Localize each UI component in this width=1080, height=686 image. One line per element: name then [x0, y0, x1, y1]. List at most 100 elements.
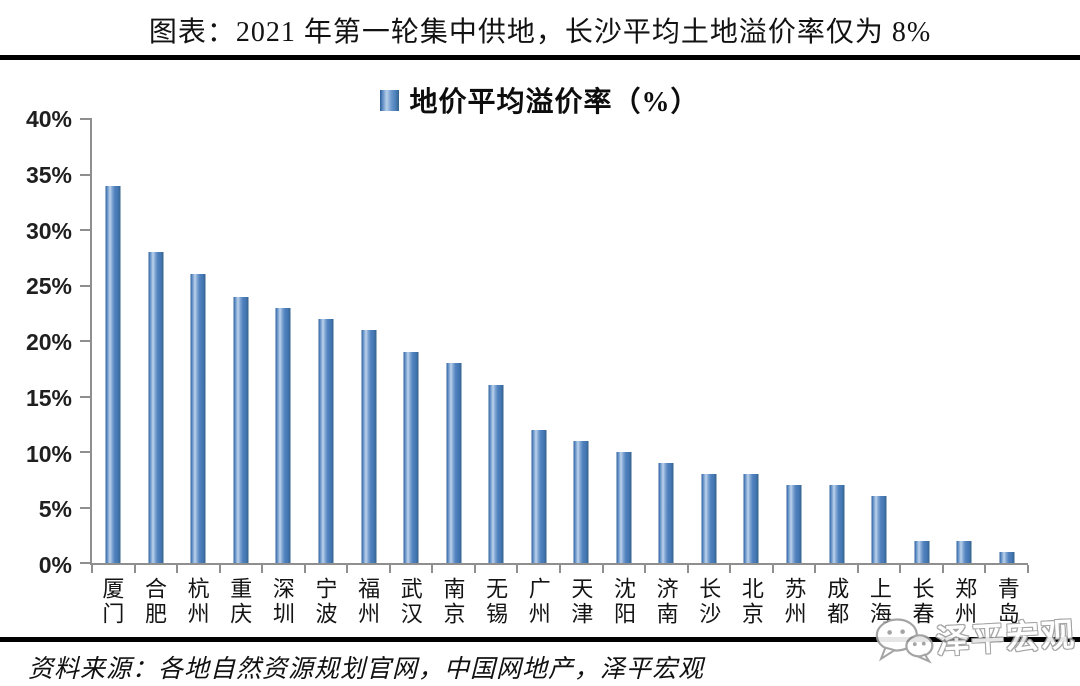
x-label-cell: 长春: [900, 577, 943, 635]
plot-area: [80, 118, 1029, 573]
bar-cell: [177, 119, 220, 563]
bar-cell: [432, 119, 475, 563]
city-label: 杭州: [184, 577, 210, 627]
x-label-cell: 沈阳: [602, 577, 645, 635]
x-label-cell: 上海: [858, 577, 901, 635]
city-label: 天津: [568, 577, 594, 627]
bar-cell: [815, 119, 858, 563]
x-tick-mark: [176, 565, 179, 573]
legend-label: 地价平均溢价率（%）: [409, 87, 700, 118]
bar-cell: [688, 119, 731, 563]
bar-cell: [347, 119, 390, 563]
x-label-cell: 深圳: [261, 577, 304, 635]
x-label-cell: 重庆: [218, 577, 261, 635]
bar-cell: [305, 119, 348, 563]
city-label: 南京: [440, 577, 466, 627]
city-label: 广州: [525, 577, 551, 627]
bar: [531, 429, 547, 563]
y-tick-mark: [80, 506, 92, 509]
y-tick-label: 35%: [25, 161, 72, 188]
x-tick-mark: [261, 565, 264, 573]
x-label-cell: 武汉: [388, 577, 431, 635]
x-label-cell: 北京: [730, 577, 773, 635]
watermark: 泽平宏观: [871, 607, 1077, 668]
x-tick-mark: [686, 565, 689, 573]
x-axis-labels: 厦门 合肥 杭州 重庆 深圳 宁波 福州 武汉 南京 无锡 广州 天津 沈阳 济南 长沙 北京 苏州 成都 上海 长春…: [90, 577, 1028, 635]
bar: [914, 540, 930, 563]
bar-series: [92, 119, 1028, 563]
bar: [743, 474, 759, 563]
bar-cell: [390, 119, 433, 563]
x-label-cell: 济南: [644, 577, 687, 635]
city-label: 成都: [824, 577, 850, 627]
x-tick-mark: [941, 565, 944, 573]
x-tick-mark: [729, 565, 732, 573]
x-label-cell: 福州: [346, 577, 389, 635]
city-label: 无锡: [483, 577, 509, 627]
bar: [446, 363, 462, 563]
city-label: 武汉: [397, 577, 423, 627]
bar: [233, 296, 249, 563]
x-label-cell: 郑州: [943, 577, 986, 635]
y-tick-mark: [80, 284, 92, 287]
x-tick-mark: [559, 565, 561, 573]
legend: 地价平均溢价率（%）: [0, 80, 1080, 120]
bar: [871, 496, 887, 563]
x-label-cell: 无锡: [474, 577, 517, 635]
x-tick-mark: [91, 565, 93, 573]
bar-cell: [858, 119, 901, 563]
legend-marker-icon: [380, 89, 400, 111]
x-label-cell: 合肥: [133, 577, 176, 635]
city-label: 苏州: [781, 577, 807, 627]
city-label: 沈阳: [611, 577, 636, 627]
x-label-cell: 成都: [815, 577, 858, 635]
x-label-cell: 长沙: [687, 577, 730, 635]
x-tick-mark: [814, 565, 817, 573]
x-tick-mark: [1027, 565, 1029, 573]
x-tick-mark: [346, 565, 349, 573]
y-tick-label: 5%: [38, 496, 72, 523]
bar: [148, 252, 164, 563]
bar: [275, 307, 291, 563]
x-label-cell: 苏州: [772, 577, 815, 635]
bar: [658, 463, 674, 563]
y-tick-label: 30%: [25, 217, 72, 244]
bar-cell: [560, 119, 603, 563]
bar: [956, 540, 972, 563]
x-label-cell: 南京: [431, 577, 474, 635]
bar-cell: [135, 119, 178, 563]
x-tick-mark: [856, 565, 859, 573]
city-label: 长沙: [696, 577, 722, 627]
x-tick-mark: [431, 565, 434, 573]
y-axis-labels: 0% 5% 10% 15% 20% 25% 30% 35% 40%: [0, 107, 78, 577]
y-tick-mark: [80, 229, 92, 231]
x-tick-mark: [601, 565, 604, 573]
x-label-cell: 宁波: [303, 577, 346, 635]
bar: [616, 452, 632, 563]
x-label-cell: 青岛: [985, 577, 1028, 635]
bar-cell: [985, 119, 1028, 563]
y-tick-mark: [80, 395, 92, 398]
x-tick-mark: [218, 565, 221, 573]
x-tick-mark: [516, 565, 519, 573]
city-label: 重庆: [227, 577, 253, 627]
x-tick-mark: [771, 565, 774, 573]
x-tick-mark: [473, 565, 476, 573]
bar: [318, 318, 334, 563]
y-tick-label: 0%: [38, 552, 72, 578]
bar: [829, 485, 845, 563]
bar-cell: [900, 119, 943, 563]
city-label: 厦门: [99, 577, 125, 627]
bar: [701, 474, 717, 563]
y-tick-label: 40%: [25, 106, 72, 132]
y-tick-label: 20%: [25, 329, 72, 355]
x-tick-mark: [388, 565, 391, 573]
source-note: 资料来源：各地自然资源规划官网，中国网地产，泽平宏观: [28, 656, 705, 683]
watermark-text: 泽平宏观: [935, 615, 1077, 660]
y-tick-mark: [80, 118, 92, 120]
city-label: 长春: [909, 577, 935, 627]
city-label: 郑州: [952, 577, 978, 627]
x-label-cell: 广州: [516, 577, 559, 635]
city-label: 合肥: [141, 577, 167, 627]
city-label: 北京: [738, 577, 764, 627]
